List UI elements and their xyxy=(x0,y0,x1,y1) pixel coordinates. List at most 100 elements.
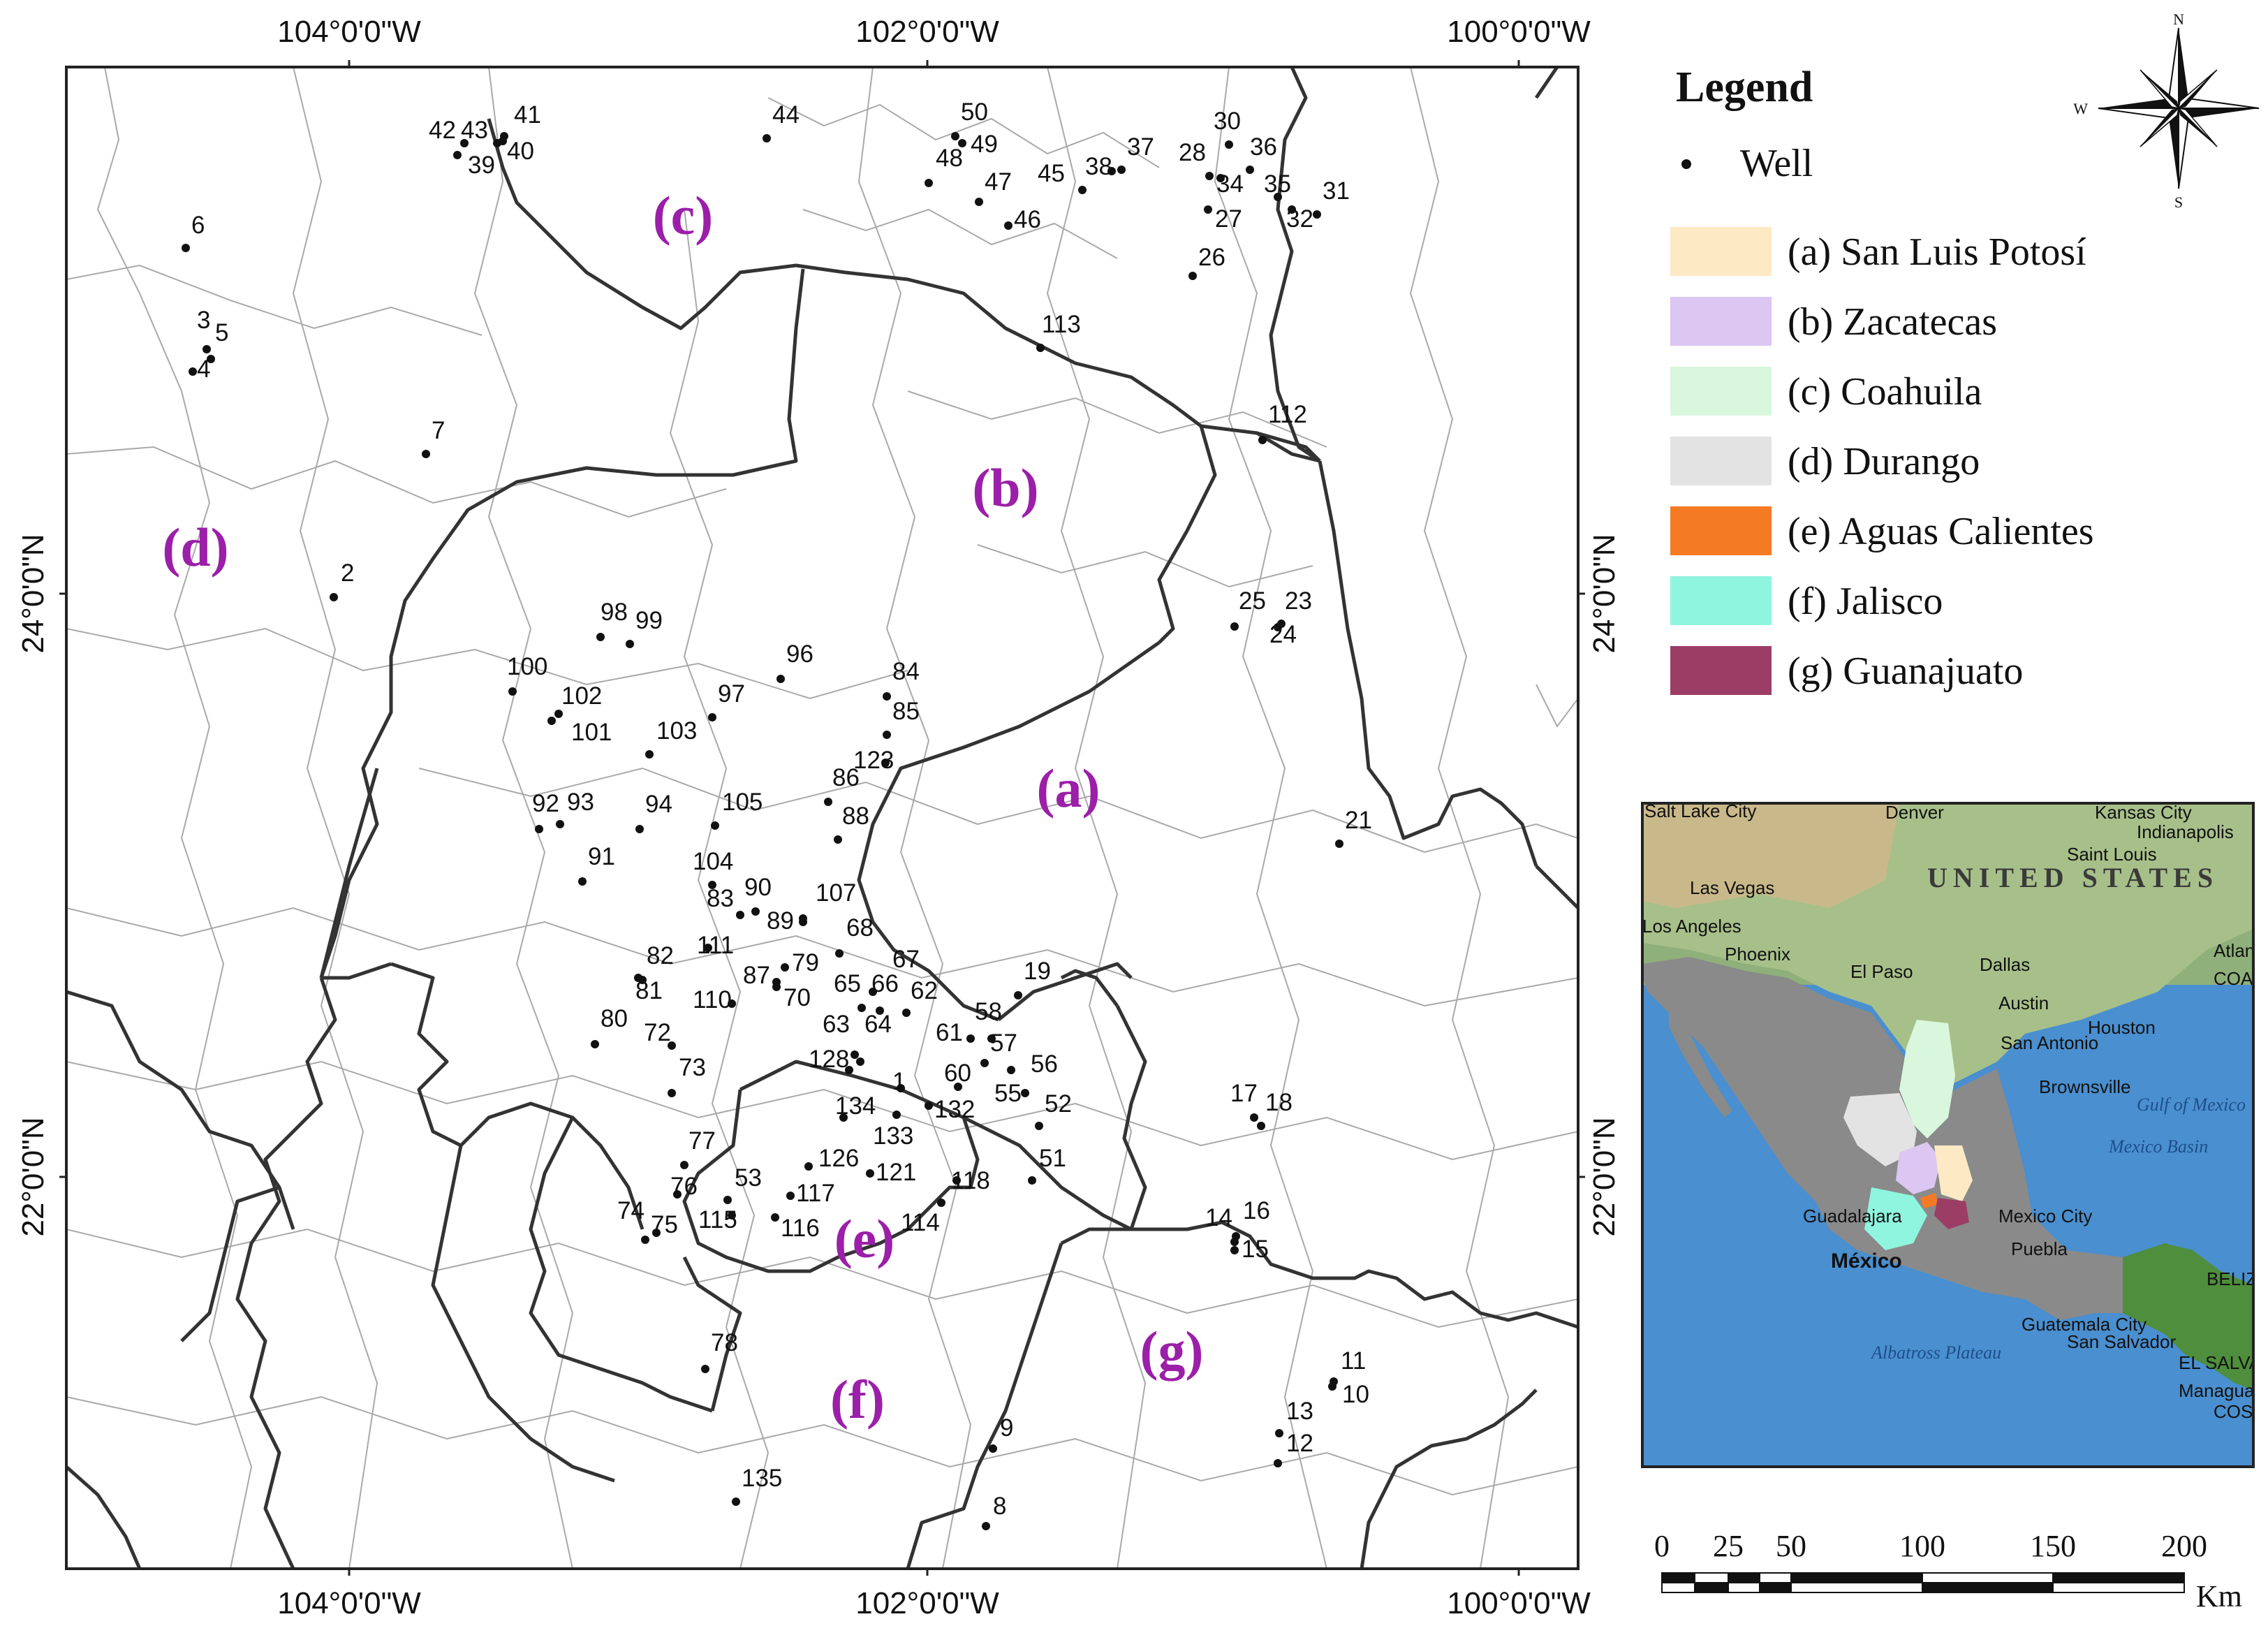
well-94: 94 xyxy=(635,791,672,833)
main-map: 104°0'0"W 102°0'0"W 100°0'0"W 104°0'0"W … xyxy=(16,15,1621,1620)
well-label: 51 xyxy=(1039,1145,1066,1172)
well-dot xyxy=(626,640,634,648)
well-65: 65 xyxy=(834,970,866,1012)
well-label: 38 xyxy=(1085,153,1112,180)
legend-swatch xyxy=(1670,576,1772,625)
well-dot xyxy=(966,1034,975,1043)
inset-city: Denver xyxy=(1885,802,1944,823)
scale-tick-label: 150 xyxy=(2030,1529,2076,1563)
well-114: 114 xyxy=(901,1199,945,1236)
well-dot xyxy=(1258,436,1267,444)
well-label: 15 xyxy=(1242,1236,1269,1263)
coord-top-102: 102°0'0"W xyxy=(855,15,999,49)
scale-block xyxy=(1790,1582,1923,1593)
well-48: 48 xyxy=(925,145,963,187)
well-64: 64 xyxy=(856,1011,892,1066)
inset-city: Indianapolis xyxy=(2137,821,2234,842)
well-3: 3 xyxy=(197,307,211,353)
well-dot xyxy=(578,877,587,886)
well-27: 27 xyxy=(1204,205,1242,233)
well-123: 123 xyxy=(853,747,894,774)
well-label: 50 xyxy=(961,98,988,126)
well-128: 128 xyxy=(809,1046,853,1074)
well-label: 132 xyxy=(934,1096,975,1123)
inset-jalisco xyxy=(1864,1187,1927,1250)
well-label: 111 xyxy=(697,932,734,959)
legend: Legend Well (a) San Luis Potosí (b) Zacat… xyxy=(1670,64,2094,695)
well-dot xyxy=(1216,174,1225,182)
inset-city: Guatemala City xyxy=(2022,1314,2146,1335)
well-84: 84 xyxy=(883,658,920,701)
coord-left-22: 22°0'0"N xyxy=(16,1117,50,1236)
well-81: 81 xyxy=(634,974,663,1004)
well-dot xyxy=(987,1034,996,1043)
well-label: 121 xyxy=(876,1159,916,1186)
well-label: 19 xyxy=(1024,958,1051,985)
well-dot xyxy=(652,1229,661,1237)
inset-desert xyxy=(1642,803,1899,908)
well-dot xyxy=(857,1004,866,1012)
well-dot xyxy=(850,1050,859,1059)
well-dot xyxy=(982,1522,990,1530)
legend-label: (b) Zacatecas xyxy=(1788,300,1997,344)
well-92: 92 xyxy=(532,790,559,833)
inset-baja xyxy=(1669,1006,1732,1118)
well-label: 115 xyxy=(698,1206,737,1233)
well-label: 1 xyxy=(892,1068,906,1095)
well-label: 93 xyxy=(567,789,594,816)
well-label: 94 xyxy=(645,791,672,818)
well-5: 5 xyxy=(207,319,228,363)
well-36: 36 xyxy=(1246,133,1277,174)
well-17: 17 xyxy=(1230,1080,1258,1122)
well-label: 37 xyxy=(1127,133,1154,161)
well-dot xyxy=(1313,210,1321,219)
well-18: 18 xyxy=(1257,1089,1293,1130)
legend-item: (a) San Luis Potosí xyxy=(1670,227,2086,276)
well-label: 78 xyxy=(711,1329,738,1356)
well-label: 114 xyxy=(901,1209,940,1236)
well-dot xyxy=(736,911,744,919)
well-label: 42 xyxy=(429,117,456,144)
well-dot xyxy=(460,139,469,147)
well-110: 110 xyxy=(693,986,736,1013)
well-24: 24 xyxy=(1269,621,1297,648)
legend-label: (d) Durango xyxy=(1788,440,1980,483)
well-label: 73 xyxy=(679,1054,706,1081)
well-label: 7 xyxy=(432,417,445,444)
inset-city: Atlanta xyxy=(2214,940,2268,961)
well-label: 2 xyxy=(341,559,354,587)
legend-label: (e) Aguas Calientes xyxy=(1788,510,2094,553)
well-label: 16 xyxy=(1243,1197,1270,1224)
well-dot xyxy=(453,151,462,159)
inset-ocean-label: Gulf of Mexico xyxy=(2137,1094,2246,1115)
well-label: 123 xyxy=(853,747,894,774)
well-67: 67 xyxy=(869,946,920,996)
well-52: 52 xyxy=(1035,1090,1072,1130)
well-label: 5 xyxy=(215,319,228,346)
well-label: 68 xyxy=(846,914,874,942)
well-label: 116 xyxy=(781,1215,820,1242)
inset-ocean-label: Mexico Basin xyxy=(2108,1136,2208,1157)
well-96: 96 xyxy=(776,640,813,683)
well-dot xyxy=(1204,205,1212,214)
legend-label: (g) Guanajuato xyxy=(1788,650,2023,693)
well-60: 60 xyxy=(944,1060,971,1091)
well-dot xyxy=(1288,205,1296,214)
well-49: 49 xyxy=(958,131,998,158)
inset-slp xyxy=(1934,1145,1973,1201)
well-99: 99 xyxy=(626,607,663,648)
well-dot xyxy=(1335,840,1343,848)
well-85: 85 xyxy=(883,698,920,739)
well-label: 80 xyxy=(601,1005,628,1032)
well-label: 62 xyxy=(911,977,938,1004)
legend-items: (a) San Luis Potosí (b) Zacatecas (c) Coah… xyxy=(1670,227,2094,695)
well-label: 24 xyxy=(1269,621,1297,648)
well-75: 75 xyxy=(651,1211,678,1238)
well-77: 77 xyxy=(680,1127,716,1169)
legend-well-label: Well xyxy=(1740,142,1813,185)
well-label: 36 xyxy=(1250,133,1277,161)
inset-central-america xyxy=(2123,1243,2253,1390)
region-label-b: (b) xyxy=(972,457,1038,518)
well-label: 11 xyxy=(1341,1347,1366,1375)
well-dot xyxy=(1004,221,1012,230)
